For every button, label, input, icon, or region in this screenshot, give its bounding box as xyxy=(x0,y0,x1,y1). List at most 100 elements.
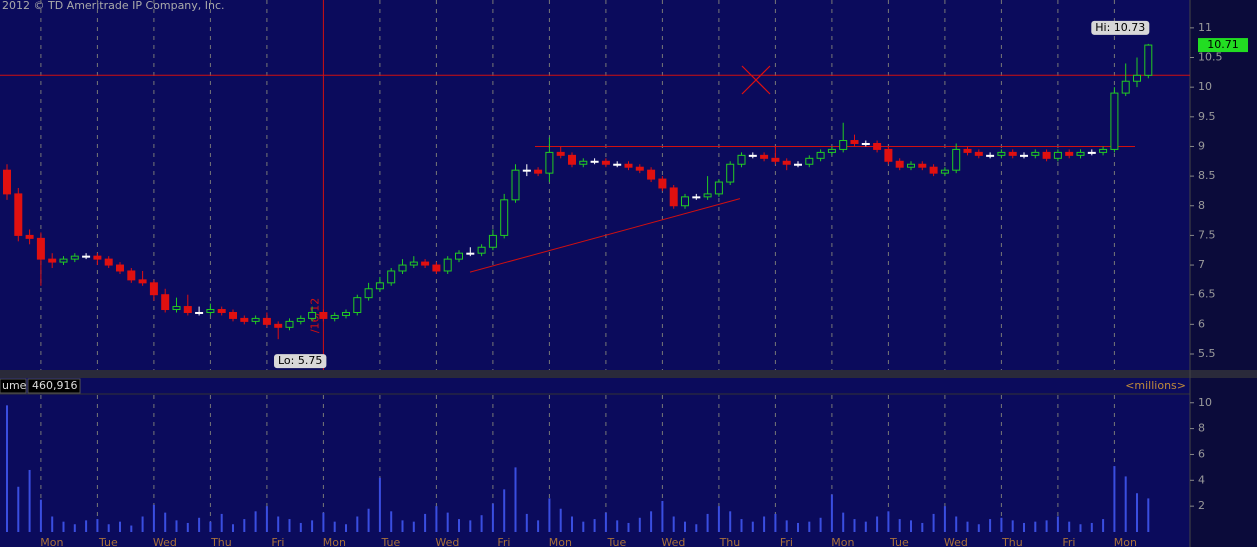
volume-bar xyxy=(898,519,901,532)
volume-title-box xyxy=(0,378,27,394)
y-tick-label: 7 xyxy=(1198,258,1205,271)
volume-bar xyxy=(345,524,347,532)
y-tick-label: 8 xyxy=(1198,199,1205,212)
volume-bar xyxy=(152,504,155,532)
x-tick-label: Wed xyxy=(661,536,685,547)
volume-bar xyxy=(96,519,99,532)
volume-bar xyxy=(604,512,607,532)
volume-value-box xyxy=(27,378,81,394)
candle-body xyxy=(432,264,441,272)
volume-bar xyxy=(265,506,268,532)
y-tick-label: 11 xyxy=(1198,21,1212,34)
candle-body xyxy=(511,169,520,201)
candle-body xyxy=(748,154,757,157)
candle-body xyxy=(1020,154,1028,157)
candle-body xyxy=(319,311,328,319)
volume-bar xyxy=(842,512,845,532)
candle-body xyxy=(3,169,11,195)
volume-bar xyxy=(254,511,257,532)
y-tick-label: 9.5 xyxy=(1198,110,1216,123)
candle-body xyxy=(161,294,170,311)
candle-body xyxy=(1042,151,1051,159)
candle-body xyxy=(556,151,565,156)
candle-body xyxy=(195,311,204,314)
price-axis-bg xyxy=(1190,0,1257,370)
volume-bar xyxy=(548,498,551,532)
candle-body xyxy=(262,317,271,325)
candle-body xyxy=(737,154,746,165)
candle-body xyxy=(522,169,531,172)
volume-bar xyxy=(390,511,393,532)
volume-bar xyxy=(62,521,65,532)
volume-bar xyxy=(378,477,381,532)
volume-bar xyxy=(164,512,167,532)
volume-bar xyxy=(1045,520,1048,532)
y-tick-label: 8.5 xyxy=(1198,169,1216,182)
candle-body xyxy=(884,148,893,162)
volume-bar xyxy=(220,513,223,532)
x-tick-label: Fri xyxy=(780,536,793,547)
volume-bar xyxy=(130,525,133,532)
candle-body xyxy=(240,317,249,322)
candle-body xyxy=(579,160,588,165)
volume-bar xyxy=(119,521,121,532)
candle-body xyxy=(997,151,1006,156)
volume-bar xyxy=(186,522,189,532)
candle-body xyxy=(1076,151,1085,156)
candle-body xyxy=(172,306,181,311)
candle-body xyxy=(104,258,113,266)
volume-title: ume xyxy=(2,379,27,392)
candle-body xyxy=(59,258,68,263)
volume-bar xyxy=(785,520,788,532)
volume-bar xyxy=(322,512,325,532)
volume-bar xyxy=(141,516,144,532)
volume-bar xyxy=(740,519,743,532)
last-price-box xyxy=(1198,38,1248,53)
candle-body xyxy=(229,311,237,319)
candle-body xyxy=(364,288,373,299)
x-tick-label: Tue xyxy=(607,536,627,547)
panel-separator xyxy=(0,370,1257,378)
volume-bar xyxy=(616,520,619,532)
candle-body xyxy=(375,282,384,290)
candle-body xyxy=(692,196,701,199)
volume-bar xyxy=(1034,521,1037,532)
x-tick-label: Thu xyxy=(719,536,741,547)
candle-body xyxy=(251,317,260,322)
volume-bar xyxy=(367,508,370,532)
candle-body xyxy=(138,279,147,284)
volume-bar xyxy=(650,511,653,532)
x-tick-label: Mon xyxy=(40,536,63,547)
volume-bar xyxy=(446,512,449,532)
volume-bar xyxy=(333,521,336,532)
candle-body xyxy=(443,258,452,272)
x-tick-label: Mon xyxy=(323,536,346,547)
volume-bar xyxy=(288,519,291,532)
candle-body xyxy=(850,140,859,144)
x-tick-label: Mon xyxy=(1114,536,1137,547)
candle-body xyxy=(726,163,735,183)
volume-bar xyxy=(943,506,946,532)
price-panel xyxy=(0,0,1190,370)
candle-body xyxy=(342,311,350,316)
lo-label: Lo: 5.75 xyxy=(278,354,322,367)
candle-body xyxy=(986,154,995,157)
volume-bar xyxy=(209,521,212,532)
volume-bar xyxy=(921,522,924,532)
volume-bar xyxy=(717,506,720,532)
volume-bar xyxy=(514,467,517,532)
candle-body xyxy=(127,270,136,281)
volume-bar xyxy=(198,517,201,532)
volume-bar xyxy=(1079,524,1082,532)
candle-body xyxy=(25,234,34,239)
copyright: 2012 © TD Ameritrade IP Company, Inc. xyxy=(2,0,225,12)
candle-body xyxy=(568,154,576,165)
volume-bar xyxy=(1102,519,1105,532)
candle-body xyxy=(929,166,938,174)
volume-bar xyxy=(491,503,494,532)
candle-body xyxy=(409,261,418,266)
candle-body xyxy=(952,148,961,171)
volume-bar xyxy=(1056,516,1059,532)
